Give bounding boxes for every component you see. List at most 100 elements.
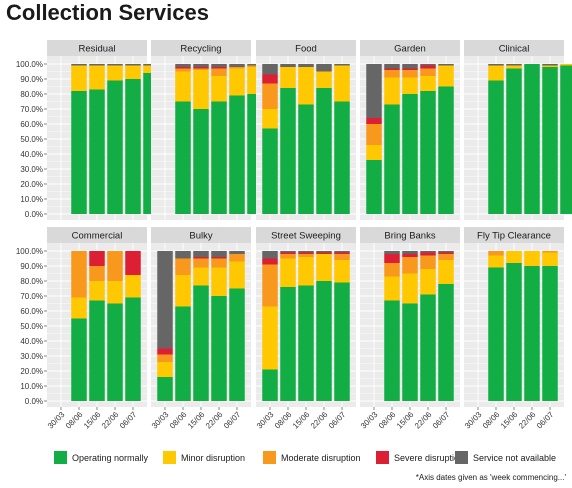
bar-segment — [438, 86, 454, 214]
bar-segment — [229, 261, 245, 289]
x-tick-label: 30/03 — [463, 410, 484, 431]
bar-segment — [334, 101, 350, 214]
x-tick-label: 06/07 — [222, 410, 243, 431]
facet-strip — [256, 40, 356, 56]
bar-segment — [384, 64, 400, 69]
bar-segment — [366, 118, 382, 124]
facet-strip — [464, 40, 564, 56]
bar-segment — [334, 254, 350, 260]
bar-segment — [262, 74, 278, 84]
bar-segment — [488, 80, 504, 214]
bar-segment — [125, 251, 141, 275]
bar-segment — [211, 258, 227, 268]
legend-label: Moderate disruption — [281, 453, 361, 463]
bar-segment — [334, 65, 350, 102]
bar-segment — [438, 65, 454, 87]
facet-title: Food — [295, 44, 317, 55]
bar-segment — [262, 83, 278, 109]
bar-segment — [107, 80, 123, 214]
bar-segment — [175, 275, 191, 307]
bar-segment — [384, 68, 400, 70]
bar-segment — [280, 254, 296, 259]
bar-segment — [334, 282, 350, 401]
bar-segment — [107, 251, 123, 281]
legend-swatch — [54, 451, 67, 464]
bar-segment — [211, 68, 227, 76]
bar-segment — [280, 287, 296, 401]
bar-segment — [262, 109, 278, 129]
x-tick-label: 15/06 — [291, 410, 312, 431]
bar-segment — [71, 251, 87, 298]
y-tick-label: 0.0% — [25, 397, 43, 406]
bar-segment — [488, 267, 504, 401]
facet-strip — [47, 40, 147, 56]
bar-segment — [125, 297, 141, 401]
y-tick-label: 20.0% — [20, 367, 43, 376]
bar-segment — [316, 252, 332, 254]
x-tick-label: 08/06 — [273, 410, 294, 431]
bar-segment — [229, 95, 245, 214]
bar-segment — [506, 251, 522, 263]
bar-segment — [438, 251, 454, 253]
bar-segment — [402, 68, 418, 70]
y-tick-label: 90.0% — [20, 262, 43, 271]
bar-segment — [89, 251, 105, 266]
bar-segment — [280, 67, 296, 88]
legend-label: Operating normally — [72, 453, 149, 463]
bar-segment — [420, 269, 436, 295]
x-tick-label: 06/07 — [535, 410, 556, 431]
y-tick-label: 80.0% — [20, 90, 43, 99]
bar-segment — [384, 104, 400, 214]
bar-segment — [366, 160, 382, 214]
x-tick-label: 08/06 — [481, 410, 502, 431]
bar-segment — [193, 258, 209, 268]
x-tick-label: 22/06 — [204, 410, 225, 431]
facet-strip — [360, 227, 460, 243]
bar-segment — [89, 266, 105, 281]
bar-segment — [175, 101, 191, 214]
bar-segment — [280, 252, 296, 254]
bar-segment — [193, 109, 209, 214]
facet-title: Fly Tip Clearance — [477, 231, 551, 242]
bar-segment — [280, 251, 296, 253]
bar-segment — [175, 71, 191, 102]
bar-segment — [229, 288, 245, 401]
bar-segment — [262, 64, 278, 75]
x-tick-label: 22/06 — [413, 410, 434, 431]
bar-segment — [402, 70, 418, 78]
x-tick-label: 15/06 — [395, 410, 416, 431]
bar-segment — [506, 64, 522, 66]
y-tick-label: 100.0% — [16, 247, 43, 256]
bar-segment — [560, 65, 572, 214]
bar-segment — [107, 303, 123, 401]
page-title: Collection Services — [6, 0, 209, 25]
bar-segment — [193, 68, 209, 70]
bar-segment — [420, 252, 436, 256]
bar-segment — [211, 76, 227, 102]
bar-segment — [175, 251, 191, 259]
bar-segment — [175, 68, 191, 72]
bar-segment — [542, 67, 558, 214]
y-tick-label: 70.0% — [20, 105, 43, 114]
bar-segment — [524, 266, 540, 401]
bar-segment — [229, 64, 245, 67]
bar-segment — [542, 251, 558, 253]
facet-strip — [360, 40, 460, 56]
bar-segment — [420, 76, 436, 91]
bar-segment — [298, 104, 314, 214]
bar-segment — [384, 251, 400, 254]
bar-segment — [193, 285, 209, 401]
bar-segment — [157, 362, 173, 377]
facet-title: Recycling — [180, 44, 221, 55]
bar-segment — [316, 251, 332, 253]
bar-segment — [384, 276, 400, 301]
bar-segment — [229, 67, 245, 69]
y-tick-label: 40.0% — [20, 337, 43, 346]
bar-segment — [420, 251, 436, 253]
bar-segment — [193, 70, 209, 109]
bar-segment — [506, 263, 522, 401]
bar-segment — [175, 306, 191, 401]
bar-segment — [506, 68, 522, 214]
facet-title: Bulky — [189, 231, 212, 242]
